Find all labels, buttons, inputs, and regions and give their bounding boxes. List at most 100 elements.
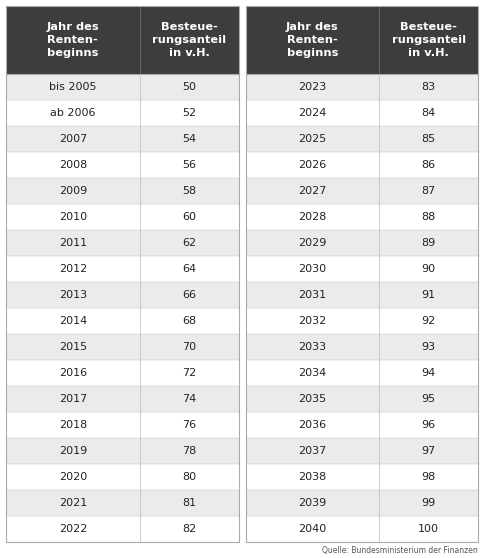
Text: 99: 99: [422, 498, 436, 508]
Text: 2008: 2008: [59, 160, 87, 170]
Bar: [6, 100, 239, 126]
Text: 66: 66: [182, 290, 196, 300]
Bar: [6, 490, 239, 516]
Bar: [6, 308, 239, 334]
Bar: [245, 516, 478, 542]
Bar: [245, 6, 478, 74]
Text: 83: 83: [422, 82, 436, 92]
Text: 97: 97: [422, 446, 436, 456]
Bar: [245, 282, 478, 308]
Bar: [6, 386, 239, 412]
Text: 94: 94: [422, 368, 436, 378]
Text: Besteue-
rungsanteil
in v.H.: Besteue- rungsanteil in v.H.: [392, 22, 466, 58]
Text: 70: 70: [182, 342, 196, 352]
Text: 84: 84: [422, 108, 436, 118]
Text: 2015: 2015: [59, 342, 87, 352]
Text: 2034: 2034: [298, 368, 327, 378]
Text: 2031: 2031: [298, 290, 326, 300]
Bar: [245, 490, 478, 516]
Bar: [245, 126, 478, 152]
Bar: [245, 386, 478, 412]
Text: 2016: 2016: [59, 368, 87, 378]
Text: 60: 60: [182, 212, 196, 222]
Bar: [245, 6, 478, 542]
Text: 64: 64: [182, 264, 196, 274]
Text: 98: 98: [422, 472, 436, 482]
Text: 56: 56: [182, 160, 196, 170]
Text: 2040: 2040: [298, 524, 327, 534]
Text: 2036: 2036: [298, 420, 326, 430]
Bar: [6, 360, 239, 386]
Bar: [245, 412, 478, 438]
Text: 91: 91: [422, 290, 436, 300]
Bar: [245, 152, 478, 178]
Text: 68: 68: [182, 316, 196, 326]
Text: 2033: 2033: [298, 342, 326, 352]
Text: 50: 50: [182, 82, 196, 92]
Text: 81: 81: [182, 498, 196, 508]
Text: Jahr des
Renten-
beginns: Jahr des Renten- beginns: [286, 22, 339, 58]
Text: 2017: 2017: [59, 394, 87, 404]
Bar: [245, 204, 478, 230]
Bar: [245, 100, 478, 126]
Text: 93: 93: [422, 342, 436, 352]
Text: 82: 82: [182, 524, 196, 534]
Text: 62: 62: [182, 238, 196, 248]
Text: 2029: 2029: [298, 238, 327, 248]
Bar: [6, 6, 239, 74]
Text: 2013: 2013: [59, 290, 87, 300]
Text: 95: 95: [422, 394, 436, 404]
Text: 2021: 2021: [59, 498, 87, 508]
Text: 2027: 2027: [298, 186, 327, 196]
Text: 2014: 2014: [59, 316, 87, 326]
Bar: [6, 412, 239, 438]
Text: 2028: 2028: [298, 212, 327, 222]
Bar: [245, 334, 478, 360]
Text: 2024: 2024: [298, 108, 327, 118]
Bar: [245, 360, 478, 386]
Text: Jahr des
Renten-
beginns: Jahr des Renten- beginns: [46, 22, 99, 58]
Text: 80: 80: [182, 472, 196, 482]
Text: 2030: 2030: [298, 264, 326, 274]
Bar: [6, 126, 239, 152]
Text: 85: 85: [422, 134, 436, 144]
Text: 2018: 2018: [59, 420, 87, 430]
Bar: [245, 230, 478, 256]
Text: 54: 54: [182, 134, 196, 144]
Text: 2023: 2023: [298, 82, 327, 92]
Text: 2032: 2032: [298, 316, 327, 326]
Bar: [6, 74, 239, 100]
Text: 100: 100: [418, 524, 439, 534]
Text: Quelle: Bundesministerium der Finanzen: Quelle: Bundesministerium der Finanzen: [322, 546, 478, 555]
Text: 2012: 2012: [59, 264, 87, 274]
Text: ab 2006: ab 2006: [50, 108, 96, 118]
Bar: [6, 256, 239, 282]
Text: 88: 88: [422, 212, 436, 222]
Bar: [6, 230, 239, 256]
Bar: [6, 152, 239, 178]
Text: 2009: 2009: [59, 186, 87, 196]
Text: 86: 86: [422, 160, 436, 170]
Text: 72: 72: [182, 368, 196, 378]
Text: 2011: 2011: [59, 238, 87, 248]
Text: 76: 76: [182, 420, 196, 430]
Bar: [6, 204, 239, 230]
Bar: [245, 464, 478, 490]
Text: 2025: 2025: [298, 134, 327, 144]
Text: 2039: 2039: [298, 498, 327, 508]
Text: 2035: 2035: [298, 394, 326, 404]
Text: 92: 92: [422, 316, 436, 326]
Text: 90: 90: [422, 264, 436, 274]
Text: 2038: 2038: [298, 472, 327, 482]
Bar: [245, 308, 478, 334]
Bar: [6, 334, 239, 360]
Bar: [245, 438, 478, 464]
Text: 2019: 2019: [59, 446, 87, 456]
Bar: [6, 516, 239, 542]
Text: 2007: 2007: [59, 134, 87, 144]
Text: 52: 52: [182, 108, 196, 118]
Text: Besteue-
rungsanteil
in v.H.: Besteue- rungsanteil in v.H.: [152, 22, 226, 58]
Text: 74: 74: [182, 394, 196, 404]
Text: 58: 58: [182, 186, 196, 196]
Text: 89: 89: [422, 238, 436, 248]
